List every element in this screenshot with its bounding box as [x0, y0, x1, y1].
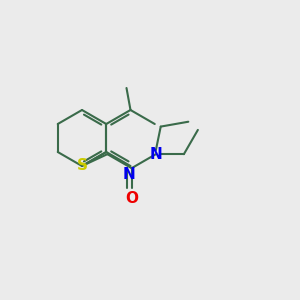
Text: N: N [149, 147, 162, 162]
Text: O: O [125, 191, 138, 206]
Text: N: N [123, 167, 136, 182]
Text: S: S [76, 158, 88, 173]
